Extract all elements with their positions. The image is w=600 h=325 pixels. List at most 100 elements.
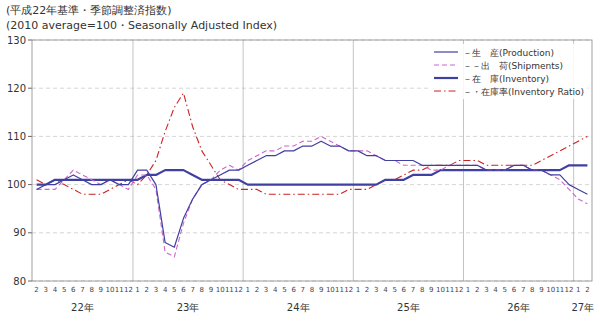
x-tick-label: 7 xyxy=(190,286,194,294)
x-tick-label: 6 xyxy=(512,286,517,294)
x-tick-label: 9 xyxy=(209,286,213,294)
x-tick-label: 2 xyxy=(34,286,38,294)
series-line xyxy=(37,136,588,257)
plot-frame xyxy=(32,40,592,281)
x-tick-label: 3 xyxy=(154,286,158,294)
y-tick xyxy=(28,281,32,282)
y-tick-label: 90 xyxy=(13,227,26,238)
grid-line xyxy=(32,136,592,137)
x-tick-label: 5 xyxy=(62,286,66,294)
x-tick-label: 8 xyxy=(89,286,93,294)
y-tick-label: 130 xyxy=(7,35,26,46)
x-tick-label: 7 xyxy=(521,286,525,294)
x-tick-label: 12 xyxy=(124,286,133,294)
x-tick-label: 11 xyxy=(555,286,564,294)
subtitle: (2010 average=100・Seasonally Adjusted In… xyxy=(6,19,277,32)
x-tick-label: 4 xyxy=(493,286,498,294)
grid-line xyxy=(32,232,592,233)
x-tick-label: 10 xyxy=(436,286,445,294)
x-tick-label: 10 xyxy=(216,286,225,294)
x-tick-label: 11 xyxy=(445,286,454,294)
series-line xyxy=(37,93,588,194)
chart: (平成22年基準・季節調整済指数)(2010 average=100・Seaso… xyxy=(0,0,600,325)
x-tick-label: 3 xyxy=(44,286,48,294)
x-tick-label: 8 xyxy=(420,286,424,294)
x-tick-label: 8 xyxy=(200,286,204,294)
x-tick-label: 2 xyxy=(475,286,479,294)
x-tick-label: 7 xyxy=(411,286,415,294)
legend-swatch xyxy=(434,51,458,52)
x-tick-label: 10 xyxy=(326,286,335,294)
y-tick-label: 100 xyxy=(7,179,26,190)
x-tick-label: 3 xyxy=(484,286,488,294)
legend-label: －生 産(Production) xyxy=(463,48,554,58)
x-tick-label: 12 xyxy=(234,286,243,294)
series-line xyxy=(37,165,588,184)
x-tick-label: 2 xyxy=(585,286,589,294)
x-tick-label: 8 xyxy=(530,286,534,294)
x-tick-label: 1 xyxy=(356,286,360,294)
x-tick-label: 9 xyxy=(99,286,103,294)
lines xyxy=(37,93,588,257)
year-label: 24年 xyxy=(287,302,310,313)
year-label: 22年 xyxy=(71,302,94,313)
legend: －生 産(Production) －－出 荷(Shipments) －在 庫(Inv… xyxy=(430,44,588,99)
x-tick-label: 6 xyxy=(402,286,407,294)
y-tick xyxy=(28,136,32,137)
x-tick-label: 4 xyxy=(383,286,388,294)
x-tick-label: 1 xyxy=(135,286,139,294)
x-tick-label: 5 xyxy=(172,286,176,294)
x-tick-label: 3 xyxy=(264,286,268,294)
year-label: 25年 xyxy=(397,302,420,313)
year-boundary xyxy=(243,40,244,281)
legend-label: －－出 荷(Shipments) xyxy=(463,61,563,71)
year-boundary xyxy=(353,40,354,281)
year-label: 23年 xyxy=(177,302,200,313)
x-tick-label: 11 xyxy=(115,286,124,294)
x-tick-label: 6 xyxy=(71,286,76,294)
legend-label: －在 庫(Inventory) xyxy=(463,74,549,84)
x-tick-label: 6 xyxy=(181,286,186,294)
series-line xyxy=(37,141,588,247)
x-tick-label: 2 xyxy=(365,286,369,294)
y-tick-label: 110 xyxy=(7,131,26,142)
x-tick-label: 4 xyxy=(53,286,58,294)
legend-swatch xyxy=(434,64,458,65)
legend-swatch xyxy=(434,77,458,79)
y-tick xyxy=(28,184,32,185)
x-tick-label: 9 xyxy=(319,286,323,294)
x-tick-label: 7 xyxy=(80,286,84,294)
x-tick-label: 12 xyxy=(454,286,463,294)
x-tick-label: 10 xyxy=(546,286,555,294)
x-tick-label: 5 xyxy=(503,286,507,294)
x-tick-label: 2 xyxy=(255,286,259,294)
x-tick-label: 5 xyxy=(392,286,396,294)
x-tick-label: 11 xyxy=(335,286,344,294)
legend-swatch xyxy=(434,90,458,91)
x-tick-label: 8 xyxy=(310,286,314,294)
x-tick-label: 7 xyxy=(301,286,305,294)
x-tick-label: 5 xyxy=(282,286,286,294)
x-tick-label: 1 xyxy=(466,286,470,294)
x-tick-label: 11 xyxy=(225,286,234,294)
legend-label: －・在庫率(Inventory Ratio) xyxy=(463,87,584,97)
x-tick-label: 9 xyxy=(539,286,543,294)
x-tick-label: 1 xyxy=(246,286,250,294)
year-boundary xyxy=(132,40,133,281)
background xyxy=(0,0,600,325)
x-tick-label: 12 xyxy=(344,286,353,294)
x-tick-label: 1 xyxy=(576,286,580,294)
y-tick xyxy=(28,88,32,89)
legend-background xyxy=(430,44,588,99)
year-label: 26年 xyxy=(507,302,530,313)
y-tick xyxy=(28,232,32,233)
x-tick-label: 6 xyxy=(291,286,296,294)
x-tick-label: 10 xyxy=(106,286,115,294)
y-tick-label: 120 xyxy=(7,83,26,94)
x-tick-label: 4 xyxy=(273,286,278,294)
x-tick-label: 12 xyxy=(565,286,574,294)
y-tick xyxy=(28,40,32,41)
x-tick-label: 3 xyxy=(374,286,378,294)
year-label: 27年 xyxy=(571,302,594,313)
x-tick-label: 9 xyxy=(429,286,433,294)
